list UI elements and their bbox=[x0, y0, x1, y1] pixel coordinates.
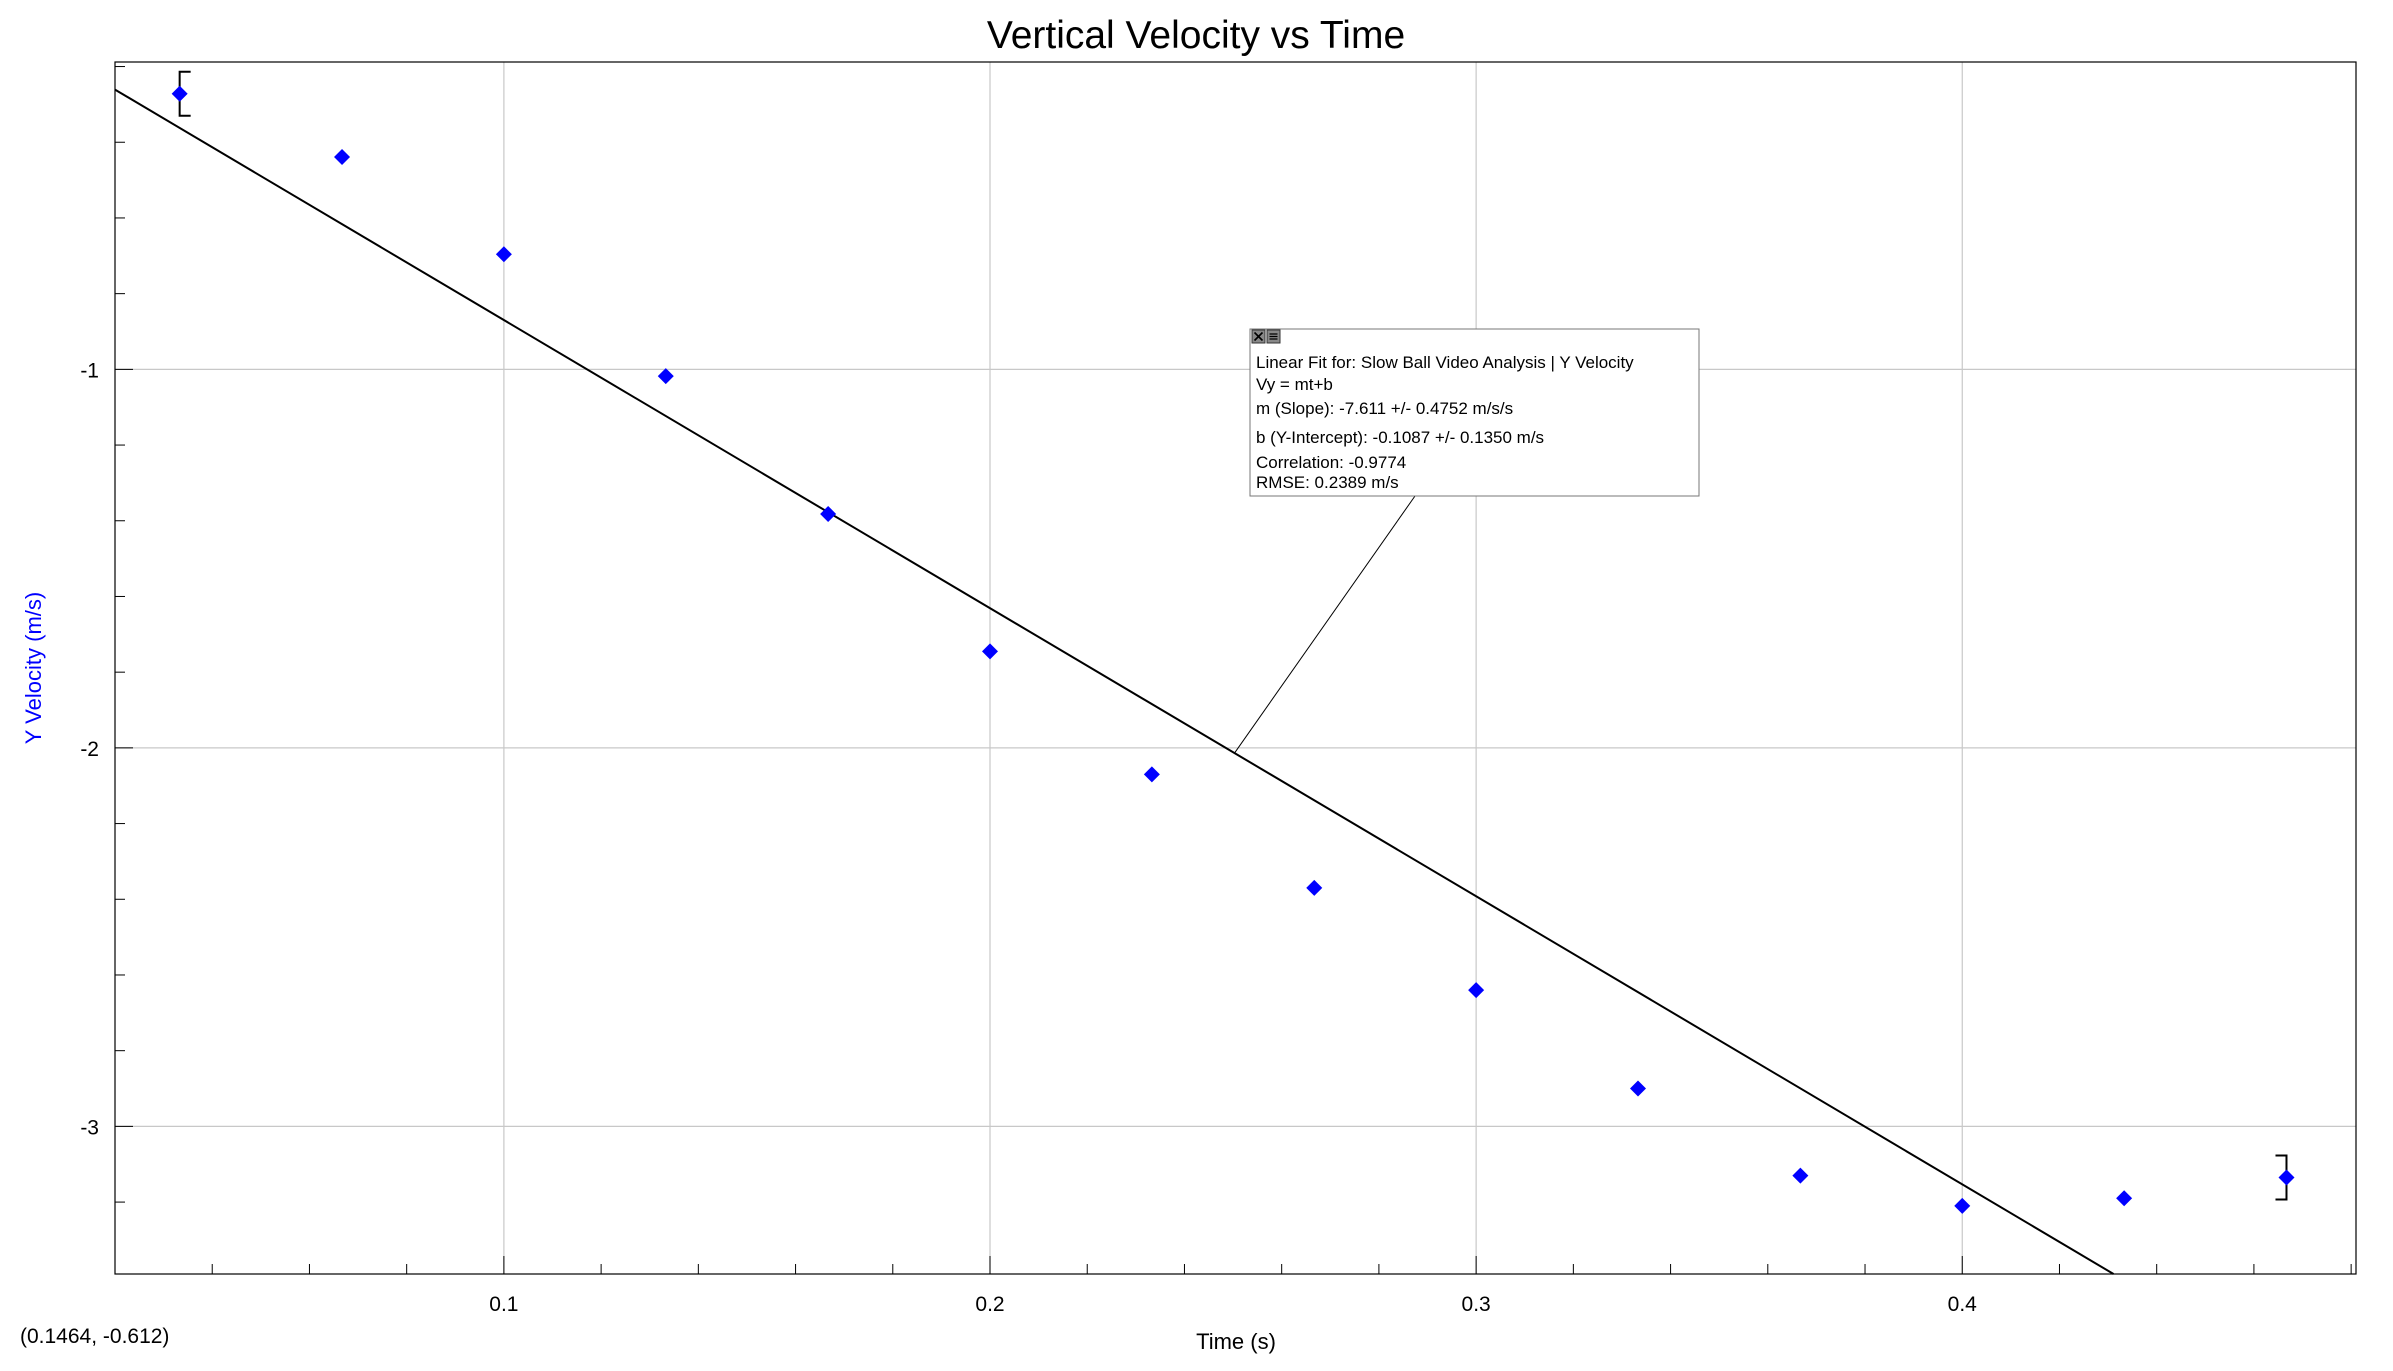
plot-area[interactable] bbox=[114, 61, 2357, 1275]
x-tick-labels: 0.1 0.2 0.3 0.4 bbox=[489, 1293, 1977, 1316]
y-tick-labels: -1 -2 -3 bbox=[80, 359, 99, 1139]
data-point[interactable] bbox=[2116, 1190, 2133, 1207]
x-tick-label: 0.2 bbox=[975, 1293, 1004, 1316]
x-tick-label: 0.1 bbox=[489, 1293, 518, 1316]
fit-box-line: Linear Fit for: Slow Ball Video Analysis… bbox=[1256, 353, 1634, 372]
fit-annotation-pointer bbox=[1234, 495, 1416, 754]
y-tick-label: -2 bbox=[80, 738, 99, 761]
minor-ticks bbox=[114, 66, 2352, 1274]
data-point[interactable] bbox=[657, 368, 674, 385]
chart-title: Vertical Velocity vs Time bbox=[987, 14, 1405, 57]
fit-box-line: m (Slope): -7.611 +/- 0.4752 m/s/s bbox=[1256, 399, 1513, 418]
y-tick-label: -1 bbox=[80, 359, 99, 382]
data-point[interactable] bbox=[1792, 1167, 1809, 1184]
fit-box-line: RMSE: 0.2389 m/s bbox=[1256, 473, 1399, 492]
options-icon[interactable] bbox=[1266, 329, 1281, 344]
x-tick-label: 0.4 bbox=[1948, 1293, 1978, 1316]
data-point[interactable] bbox=[1468, 982, 1485, 999]
fit-annotation-box[interactable]: Linear Fit for: Slow Ball Video Analysis… bbox=[1249, 328, 1700, 497]
data-point[interactable] bbox=[1630, 1080, 1647, 1097]
x-axis-label: Time (s) bbox=[1196, 1329, 1276, 1354]
data-point[interactable] bbox=[1954, 1197, 1971, 1214]
y-axis-label: Y Velocity (m/s) bbox=[21, 592, 46, 744]
close-icon[interactable] bbox=[1251, 329, 1266, 344]
data-point[interactable] bbox=[982, 643, 999, 660]
x-tick-label: 0.3 bbox=[1462, 1293, 1491, 1316]
fit-box-line: b (Y-Intercept): -0.1087 +/- 0.1350 m/s bbox=[1256, 428, 1544, 447]
plot-frame bbox=[114, 61, 2357, 1275]
fit-line[interactable] bbox=[114, 88, 2115, 1275]
data-point[interactable] bbox=[1143, 766, 1160, 783]
data-point[interactable] bbox=[171, 85, 188, 102]
data-point[interactable] bbox=[495, 246, 512, 263]
fit-box-frame bbox=[1249, 328, 1700, 497]
fit-box-line: Correlation: -0.9774 bbox=[1256, 453, 1406, 472]
fit-box-line: Vy = mt+b bbox=[1256, 375, 1333, 394]
coordinate-readout: (0.1464, -0.612) bbox=[20, 1325, 169, 1348]
data-point[interactable] bbox=[334, 149, 351, 166]
data-point[interactable] bbox=[2278, 1169, 2295, 1186]
data-point[interactable] bbox=[1306, 879, 1323, 896]
y-tick-label: -3 bbox=[80, 1116, 99, 1139]
plot-background bbox=[115, 62, 2356, 1274]
data-points[interactable] bbox=[171, 85, 2295, 1214]
grid bbox=[115, 62, 2356, 1274]
data-point[interactable] bbox=[820, 505, 837, 522]
